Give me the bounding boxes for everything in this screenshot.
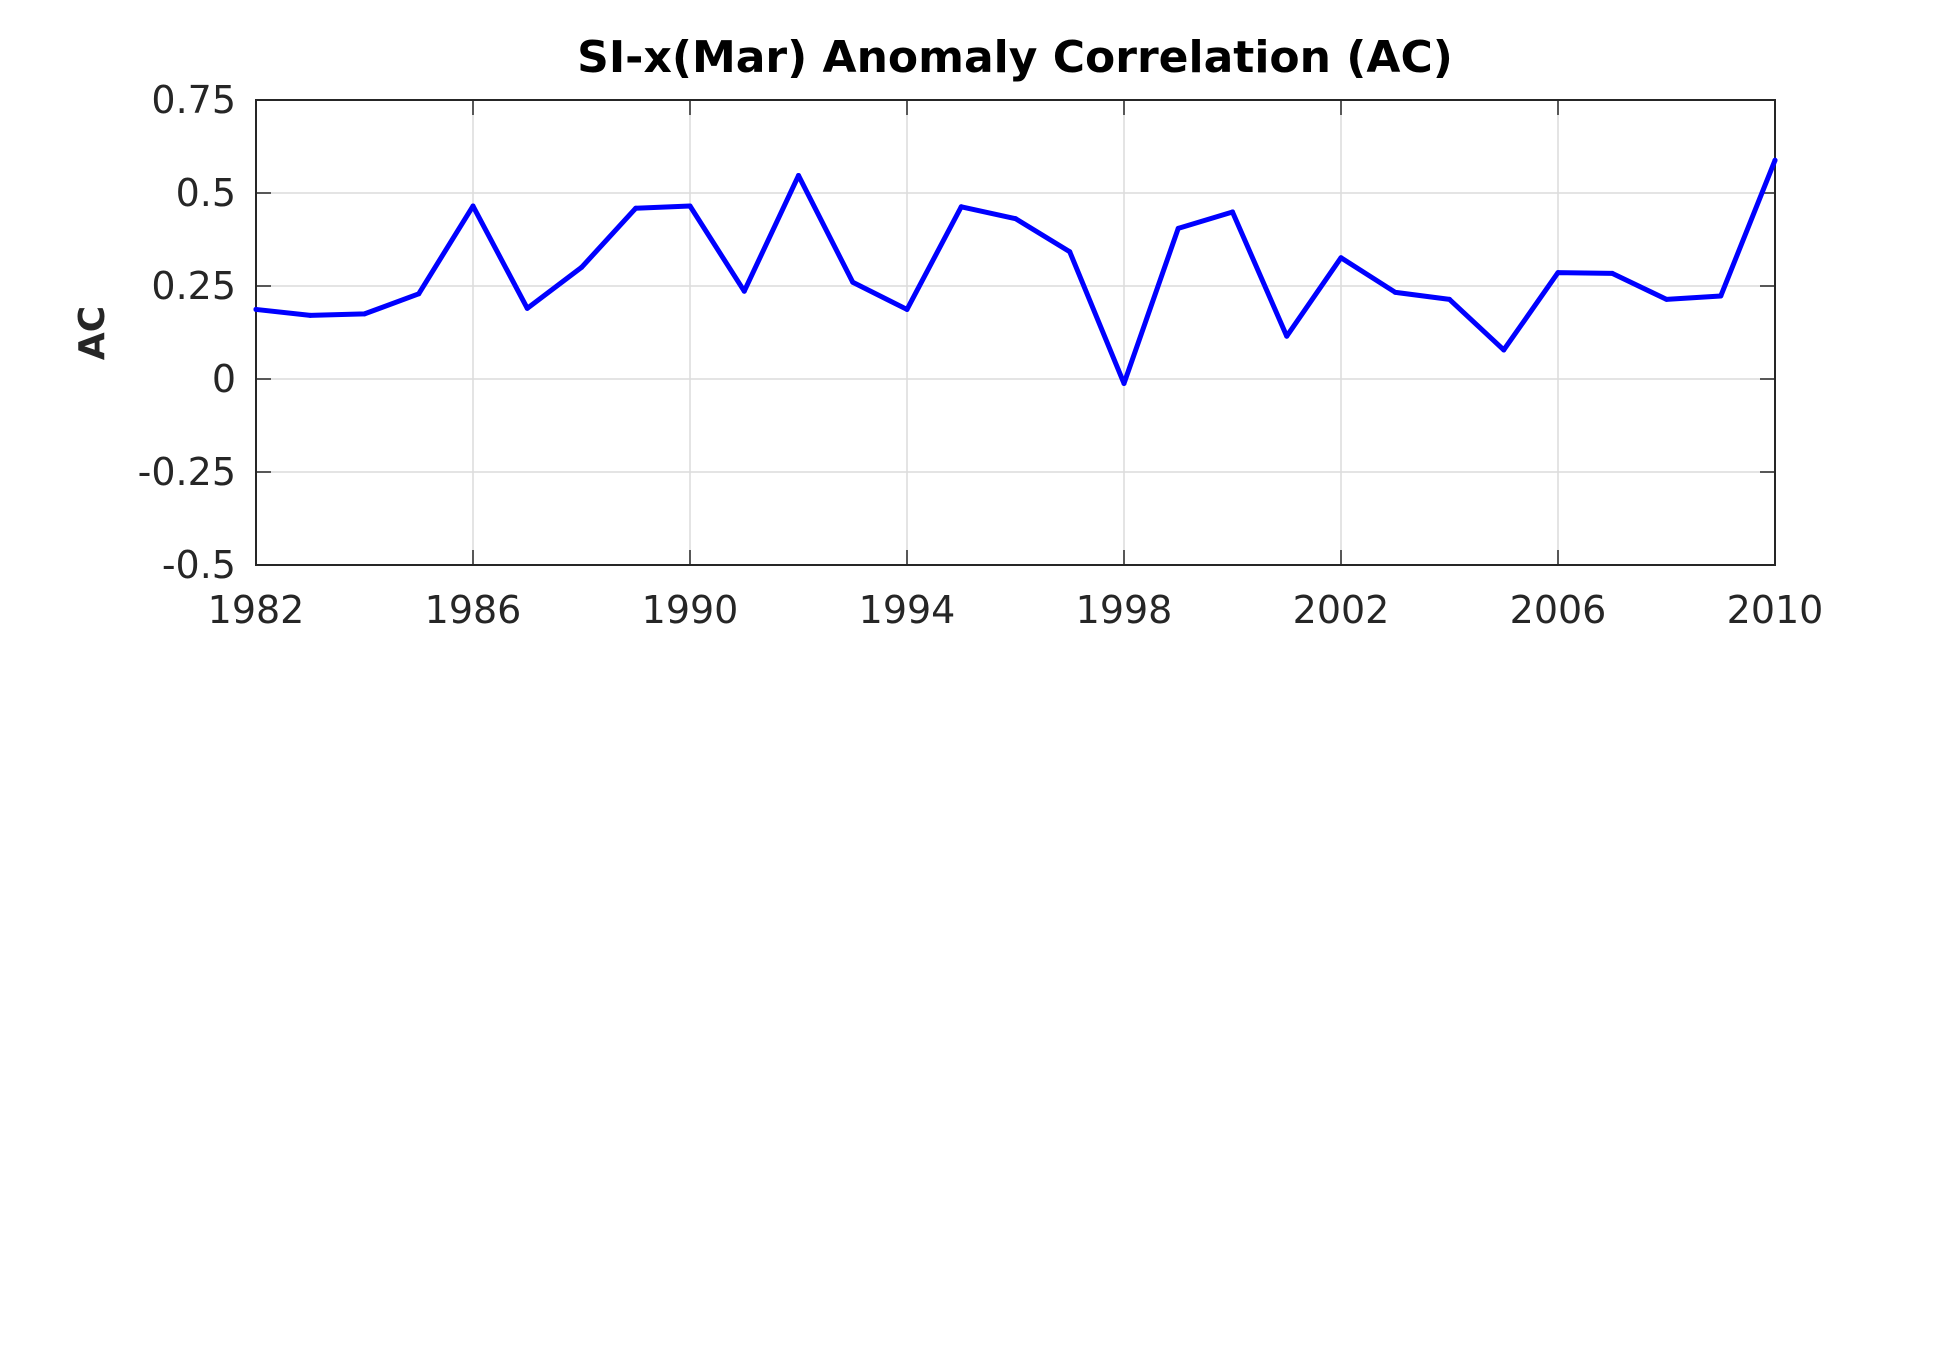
- data-point: [1392, 289, 1398, 295]
- data-point: [1772, 157, 1778, 163]
- x-tick-label: 2002: [1293, 588, 1390, 632]
- data-point: [307, 312, 313, 318]
- x-tick-label: 2006: [1510, 588, 1607, 632]
- data-point: [850, 279, 856, 285]
- data-point: [1284, 333, 1290, 339]
- axes: [255, 99, 1776, 566]
- chart-title: SI-x(Mar) Anomaly Correlation (AC): [577, 32, 1453, 83]
- data-point: [904, 306, 910, 312]
- data-point: [1447, 296, 1452, 302]
- data-point: [1664, 296, 1669, 302]
- data-point: [1338, 255, 1344, 261]
- data-point: [796, 173, 801, 179]
- data-point: [633, 205, 639, 211]
- x-tick-label: 1986: [425, 588, 522, 632]
- data-point: [1555, 270, 1561, 276]
- y-tick-label: 0.5: [176, 171, 236, 215]
- series-group: [253, 157, 1778, 386]
- y-tick-label: 0: [212, 357, 236, 401]
- y-axis-label: AC: [72, 306, 113, 360]
- x-tick-label: 1994: [859, 588, 956, 632]
- y-tick-label: 0.75: [151, 78, 236, 122]
- data-point: [1121, 380, 1127, 386]
- data-point: [416, 291, 422, 297]
- grid: [255, 99, 1776, 566]
- data-point: [253, 306, 259, 312]
- data-point: [687, 203, 693, 209]
- x-tick-label: 1982: [208, 588, 305, 632]
- y-tick-label: -0.25: [138, 450, 236, 494]
- data-point: [362, 311, 367, 317]
- data-point: [579, 264, 584, 270]
- plot-frame: [255, 99, 1776, 566]
- data-point: [1067, 249, 1073, 255]
- data-point: [1175, 225, 1181, 231]
- x-tick-label: 1990: [642, 588, 739, 632]
- y-tick-label: 0.25: [151, 264, 236, 308]
- y-tick-label: -0.5: [162, 543, 236, 587]
- data-point: [1230, 209, 1235, 215]
- data-point: [958, 204, 964, 210]
- data-point: [470, 203, 476, 209]
- data-point: [1501, 347, 1507, 353]
- data-point: [524, 305, 530, 311]
- x-tick-label: 1998: [1076, 588, 1173, 632]
- x-tick-label: 2010: [1727, 588, 1824, 632]
- tick-labels: 1982 1986 1990 1994 1998 2002 2006 2010 -0.5 -0.2…: [138, 78, 1824, 632]
- data-point: [1609, 270, 1615, 276]
- data-point: [741, 288, 747, 294]
- data-point: [1718, 293, 1724, 299]
- data-point: [1013, 216, 1018, 222]
